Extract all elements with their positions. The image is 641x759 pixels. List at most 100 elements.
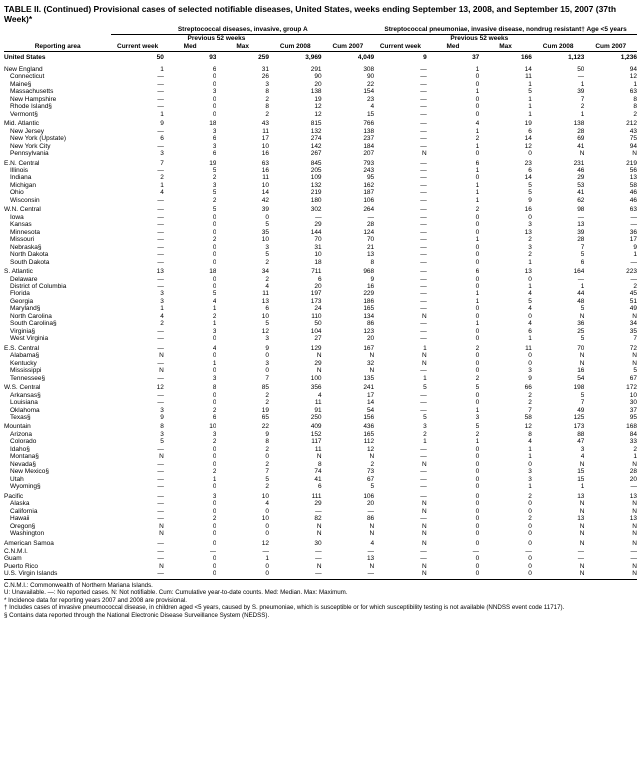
- value-cell: 1: [479, 335, 532, 342]
- table-row: MississippiN00NN—03165: [4, 367, 637, 374]
- value-cell: N: [532, 540, 585, 547]
- table-row: S. Atlantic131834711968—613164223: [4, 266, 637, 275]
- value-cell: 88: [532, 431, 585, 438]
- value-cell: —: [374, 118, 427, 127]
- value-cell: 2: [479, 392, 532, 399]
- value-cell: 63: [584, 204, 637, 213]
- value-cell: 2: [479, 399, 532, 406]
- section-b-header: Streptococcal pneumoniae, invasive disea…: [374, 26, 637, 35]
- value-cell: N: [532, 563, 585, 570]
- value-cell: 138: [532, 118, 585, 127]
- value-cell: —: [269, 214, 322, 221]
- value-cell: 19: [269, 96, 322, 103]
- value-cell: 144: [269, 229, 322, 236]
- value-cell: 4: [532, 453, 585, 460]
- value-cell: —: [111, 570, 164, 577]
- value-cell: —: [374, 204, 427, 213]
- value-cell: —: [374, 167, 427, 174]
- value-cell: N: [374, 461, 427, 468]
- value-cell: 12: [111, 382, 164, 391]
- value-cell: 12: [216, 328, 269, 335]
- value-cell: 5: [532, 335, 585, 342]
- value-cell: 20: [584, 476, 637, 483]
- area-cell: Nebraska§: [4, 244, 111, 251]
- value-cell: 3: [164, 88, 217, 95]
- value-cell: 0: [164, 555, 217, 562]
- value-cell: 75: [584, 135, 637, 142]
- value-cell: N: [584, 500, 637, 507]
- table-row: Wisconsin—242180106—196246: [4, 197, 637, 204]
- value-cell: 1: [164, 305, 217, 312]
- value-cell: 3: [164, 431, 217, 438]
- value-cell: 711: [269, 266, 322, 275]
- value-cell: —: [374, 229, 427, 236]
- value-cell: 8: [164, 382, 217, 391]
- value-cell: 2: [111, 320, 164, 327]
- value-cell: 223: [584, 266, 637, 275]
- value-cell: 3: [111, 298, 164, 305]
- value-cell: 0: [427, 103, 480, 110]
- value-cell: 0: [427, 508, 480, 515]
- value-cell: 66: [479, 382, 532, 391]
- value-cell: 104: [269, 328, 322, 335]
- value-cell: 11: [269, 446, 322, 453]
- value-cell: 2: [164, 197, 217, 204]
- col-max-b: Max: [479, 43, 532, 52]
- area-cell: Hawaii: [4, 515, 111, 522]
- table-row: Maine§—032022—0111: [4, 81, 637, 88]
- value-cell: 5: [111, 438, 164, 445]
- value-cell: N: [532, 500, 585, 507]
- value-cell: N: [374, 500, 427, 507]
- value-cell: 0: [427, 221, 480, 228]
- value-cell: 32: [322, 360, 375, 367]
- value-cell: —: [374, 555, 427, 562]
- value-cell: —: [374, 259, 427, 266]
- value-cell: 1: [427, 407, 480, 414]
- area-cell: Connecticut: [4, 73, 111, 80]
- value-cell: 2: [164, 313, 217, 320]
- value-cell: 17: [322, 392, 375, 399]
- value-cell: 0: [427, 523, 480, 530]
- value-cell: 6: [532, 259, 585, 266]
- value-cell: 82: [269, 515, 322, 522]
- value-cell: —: [584, 276, 637, 283]
- value-cell: 13: [111, 266, 164, 275]
- value-cell: N: [584, 150, 637, 157]
- value-cell: 2: [322, 461, 375, 468]
- value-cell: —: [111, 491, 164, 500]
- value-cell: N: [111, 530, 164, 537]
- value-cell: 58: [584, 182, 637, 189]
- value-cell: 16: [322, 283, 375, 290]
- value-cell: —: [532, 214, 585, 221]
- col-cum08-b: Cum 2008: [532, 43, 585, 52]
- value-cell: —: [269, 508, 322, 515]
- table-row: American Samoa—012304N00NN: [4, 540, 637, 547]
- value-cell: 168: [584, 421, 637, 430]
- value-cell: 54: [532, 375, 585, 382]
- section-a-header: Streptococcal diseases, invasive, group …: [111, 26, 374, 35]
- value-cell: 0: [427, 283, 480, 290]
- value-cell: 5: [216, 320, 269, 327]
- value-cell: —: [374, 446, 427, 453]
- value-cell: 187: [322, 189, 375, 196]
- value-cell: 162: [322, 182, 375, 189]
- value-cell: 3: [111, 150, 164, 157]
- value-cell: 4: [164, 343, 217, 352]
- value-cell: 9: [111, 118, 164, 127]
- col-cum07-a: Cum 2007: [322, 43, 375, 52]
- value-cell: 0: [164, 335, 217, 342]
- area-cell: Illinois: [4, 167, 111, 174]
- value-cell: —: [164, 548, 217, 555]
- table-row: Pacific—310111106—021313: [4, 491, 637, 500]
- value-cell: 0: [479, 570, 532, 577]
- value-cell: 29: [269, 500, 322, 507]
- value-cell: —: [111, 244, 164, 251]
- value-cell: 39: [532, 88, 585, 95]
- area-cell: American Samoa: [4, 540, 111, 547]
- value-cell: —: [111, 103, 164, 110]
- value-cell: 19: [164, 158, 217, 167]
- value-cell: 219: [584, 158, 637, 167]
- table-row: Pennsylvania3616267207N00NN: [4, 150, 637, 157]
- value-cell: 0: [427, 305, 480, 312]
- value-cell: —: [322, 214, 375, 221]
